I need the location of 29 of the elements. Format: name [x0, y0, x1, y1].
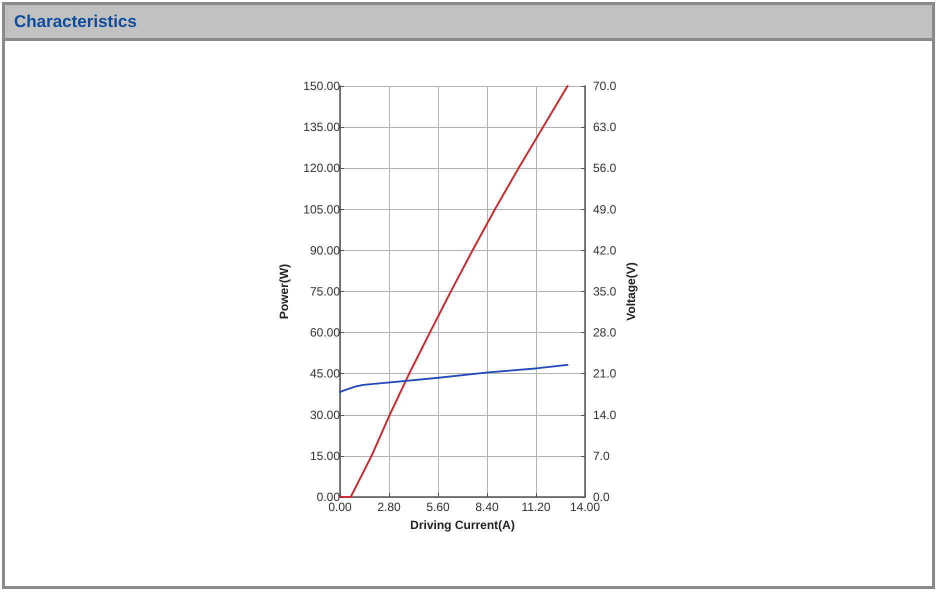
y-tick-label: 120.00 [303, 161, 340, 176]
y-tick-label: 45.00 [310, 366, 340, 381]
y-tick-label: 135.00 [303, 120, 340, 134]
y2-tick-label: 42.0 [593, 243, 617, 258]
y-tick-label: 15.00 [310, 448, 340, 463]
y-tick-label: 90.00 [310, 243, 340, 258]
y2-tick-label: 56.0 [593, 161, 617, 176]
x-tick-label: 2.80 [377, 500, 401, 514]
y2-tick-label: 63.0 [593, 120, 617, 134]
x-tick-label: 5.60 [426, 500, 450, 514]
x-axis-title: Driving Current(A) [410, 518, 515, 532]
y2-tick-label: 14.0 [593, 408, 617, 422]
y2-tick-label: 70.0 [593, 79, 617, 93]
y-axis-title: Power(W) [277, 264, 291, 320]
y-tick-label: 30.00 [310, 408, 340, 422]
y2-tick-label: 21.0 [593, 366, 617, 381]
line-series [339, 364, 568, 393]
text: Characteristics [14, 12, 137, 32]
y2-tick-label: 49.0 [593, 202, 617, 216]
y-tick-label: 75.00 [310, 284, 340, 298]
y-tick-label: 150.00 [303, 79, 340, 93]
y2-tick-label: 7.0 [593, 448, 610, 463]
x-tick-label: 8.40 [475, 500, 499, 514]
y-tick-label: 105.00 [303, 202, 340, 216]
y2-tick-label: 35.0 [593, 284, 617, 298]
y2-axis-title: Voltage(V) [624, 262, 638, 321]
y2-tick-label: 28.0 [593, 326, 617, 340]
y-tick-label: 60.00 [310, 326, 340, 340]
x-tick-label: 11.20 [521, 500, 551, 514]
